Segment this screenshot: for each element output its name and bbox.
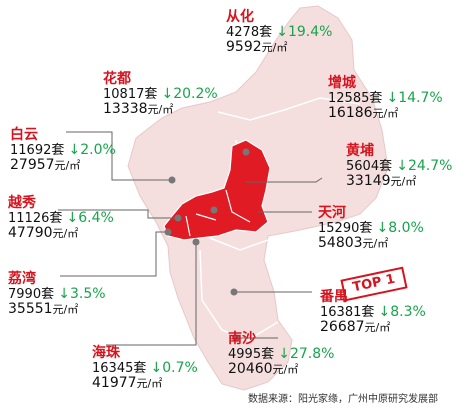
leader-lines: [58, 131, 323, 346]
change-value: 3.5%: [69, 286, 106, 303]
avg-price: 47790: [8, 225, 53, 242]
label-conghua: 从化 4278套 ↓19.4% 9592元/㎡: [226, 9, 333, 56]
change-value: 0.7%: [162, 360, 198, 377]
change-value: 2.0%: [80, 142, 116, 159]
avg-price: 9592: [226, 39, 262, 56]
map-highlight-lines: [185, 189, 251, 237]
price-unit: 元/㎡: [52, 227, 79, 241]
down-arrow-icon: ↓: [66, 210, 79, 227]
marker-yuexiu: [174, 214, 182, 222]
avg-price: 20460: [228, 361, 273, 378]
price-unit: 元/㎡: [362, 237, 389, 251]
marker-baiyun: [168, 176, 176, 184]
label-baiyun: 白云 11692套 ↓2.0% 27957元/㎡: [10, 127, 116, 174]
price-unit: 元/㎡: [272, 363, 299, 377]
units-sold: 16345套: [92, 361, 147, 377]
avg-price: 54803: [318, 235, 363, 252]
down-arrow-icon: ↓: [396, 158, 408, 175]
change-value: 6.4%: [78, 210, 114, 227]
district-name: 南沙: [228, 331, 256, 347]
units-sold: 5604套: [346, 159, 393, 175]
change-value: 24.7%: [407, 158, 453, 175]
units-sold: 4995套: [228, 347, 275, 363]
marker-liwan: [164, 228, 172, 236]
down-arrow-icon: ↓: [150, 360, 163, 377]
marker-huangpu: [242, 148, 250, 156]
down-arrow-icon: ↓: [161, 86, 174, 103]
avg-price: 27957: [10, 157, 55, 174]
label-huangpu: 黄埔 5604套 ↓24.7% 33149元/㎡: [346, 143, 453, 190]
district-name: 从化: [226, 9, 254, 25]
down-arrow-icon: ↓: [278, 346, 290, 363]
units-sold: 11692套: [10, 143, 65, 159]
change-value: 27.8%: [289, 346, 335, 363]
change-value: 14.7%: [398, 90, 443, 107]
down-arrow-icon: ↓: [378, 304, 391, 321]
label-panyu: 番禺 16381套 ↓8.3% 26687元/㎡: [320, 289, 426, 336]
units-sold: 16381套: [320, 305, 375, 321]
price-unit: 元/㎡: [52, 303, 79, 317]
avg-price: 26687: [320, 319, 365, 336]
units-sold: 11126套: [8, 211, 63, 227]
label-nansha: 南沙 4995套 ↓27.8% 20460元/㎡: [228, 331, 335, 378]
units-sold: 10817套: [103, 87, 158, 103]
marker-panyu: [230, 288, 238, 296]
change-value: 8.3%: [390, 304, 426, 321]
label-zengcheng: 增城 12585套 ↓14.7% 16186元/㎡: [328, 75, 443, 122]
avg-price: 13338: [103, 101, 148, 118]
avg-price: 16186: [328, 105, 373, 122]
district-name: 荔湾: [8, 271, 36, 287]
price-unit: 元/㎡: [54, 159, 81, 173]
district-name: 海珠: [92, 345, 120, 361]
data-source-note: 数据来源：阳光家缘，广州中原研究发展部: [248, 394, 438, 405]
units-sold: 4278套: [226, 25, 273, 41]
change-value: 19.4%: [287, 24, 333, 41]
label-haizhu: 海珠 16345套 ↓0.7% 41977元/㎡: [92, 345, 198, 392]
price-unit: 元/㎡: [390, 175, 417, 189]
district-name: 花都: [103, 71, 131, 87]
district-markers: [164, 148, 250, 342]
down-arrow-icon: ↓: [58, 286, 70, 303]
change-value: 20.2%: [173, 86, 218, 103]
district-name: 黄埔: [346, 143, 374, 159]
avg-price: 35551: [8, 301, 53, 318]
label-liwan: 荔湾 7990套 ↓3.5% 35551元/㎡: [8, 271, 106, 318]
marker-nansha: [232, 334, 240, 342]
down-arrow-icon: ↓: [386, 90, 399, 107]
marker-haizhu: [192, 238, 200, 246]
label-huadu: 花都 10817套 ↓20.2% 13338元/㎡: [103, 71, 218, 118]
units-sold: 7990套: [8, 287, 55, 303]
price-unit: 元/㎡: [147, 103, 174, 117]
units-sold: 15290套: [318, 221, 373, 237]
label-yuexiu: 越秀 11126套 ↓6.4% 47790元/㎡: [8, 195, 114, 242]
price-unit: 元/㎡: [372, 107, 399, 121]
down-arrow-icon: ↓: [68, 142, 81, 159]
label-tianhe: 天河 15290套 ↓8.0% 54803元/㎡: [318, 205, 424, 252]
marker-tianhe: [210, 206, 218, 214]
district-name: 越秀: [8, 195, 36, 211]
district-name: 白云: [10, 127, 38, 143]
price-unit: 元/㎡: [136, 377, 163, 391]
map-highlight-central: [163, 139, 271, 241]
change-value: 8.0%: [388, 220, 424, 237]
price-unit: 元/㎡: [261, 41, 288, 55]
avg-price: 41977: [92, 375, 137, 392]
down-arrow-icon: ↓: [276, 24, 288, 41]
avg-price: 33149: [346, 173, 391, 190]
district-name: 番禺: [320, 289, 348, 305]
price-unit: 元/㎡: [364, 321, 391, 335]
units-sold: 12585套: [328, 91, 383, 107]
down-arrow-icon: ↓: [376, 220, 389, 237]
district-name: 增城: [328, 75, 356, 91]
district-name: 天河: [318, 205, 346, 221]
